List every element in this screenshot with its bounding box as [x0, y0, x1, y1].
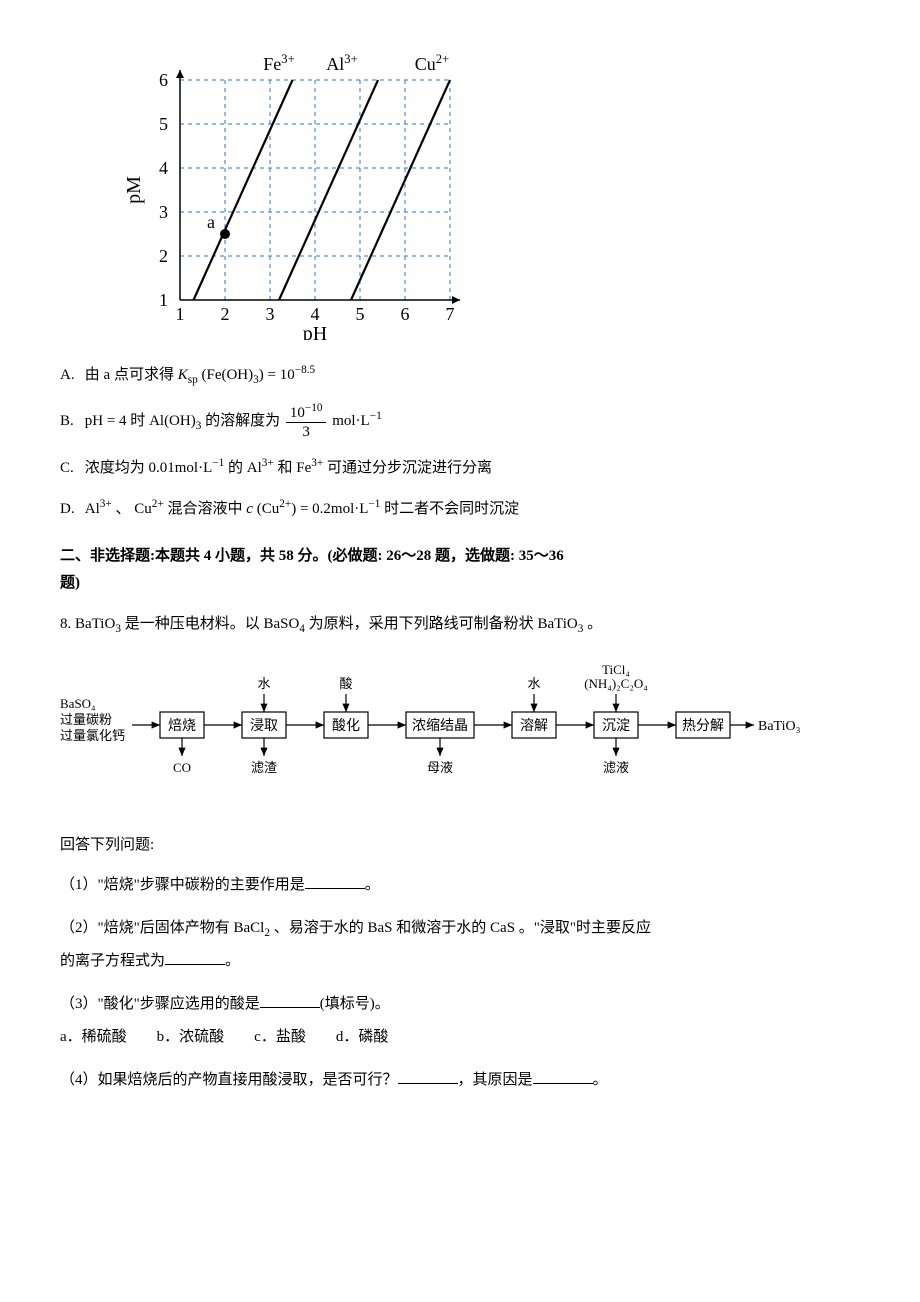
svg-text:pM: pM — [123, 176, 145, 204]
opt-a-text: 由 a 点可求得 Ksp (Fe(OH)3) = 10−8.5 — [85, 367, 315, 383]
svg-text:过量碳粉: 过量碳粉 — [60, 712, 112, 727]
svg-text:沉淀: 沉淀 — [602, 718, 630, 734]
svg-text:过量氯化钙: 过量氯化钙 — [60, 728, 125, 743]
svg-text:Al3+: Al3+ — [326, 52, 357, 74]
opt-d-text: Al3+ 、 Cu2+ 混合溶液中 c (Cu2+) = 0.2mol·L−1 … — [85, 501, 519, 517]
svg-text:4: 4 — [311, 304, 320, 324]
opt-b-text: pH = 4 时 Al(OH)3 的溶解度为 10−10 3 mol·L−1 — [85, 413, 382, 429]
svg-text:滤液: 滤液 — [603, 760, 629, 775]
section-2-title: 二、非选择题:本题共 4 小题，共 58 分。(必做题: 26～28 题，选做题… — [60, 543, 860, 597]
svg-text:6: 6 — [401, 304, 410, 324]
q8-sub-3: （3）"酸化"步骤应选用的酸是(填标号)。 a．稀硫酸 b．浓硫酸 c．盐酸 d… — [60, 988, 860, 1054]
blank — [260, 992, 320, 1008]
svg-text:7: 7 — [446, 304, 455, 324]
svg-text:1: 1 — [159, 290, 168, 310]
svg-text:2: 2 — [221, 304, 230, 324]
blank — [398, 1068, 458, 1084]
q8-3-options: a．稀硫酸 b．浓硫酸 c．盐酸 d．磷酸 — [60, 1029, 388, 1045]
pm-ph-chart: 1 2 3 4 5 6 7 1 2 3 4 5 6 pH pM Fe3+ Al3+ Cu2+ a — [100, 50, 860, 340]
svg-text:浓缩结晶: 浓缩结晶 — [412, 718, 468, 734]
svg-text:BaTiO₃: BaTiO₃ — [758, 719, 800, 734]
q8-sub-1: （1）"焙烧"步骤中碳粉的主要作用是。 — [60, 869, 860, 902]
option-b: B. pH = 4 时 Al(OH)3 的溶解度为 10−10 3 mol·L−… — [60, 402, 860, 441]
flow-svg: BaSO₄过量碳粉过量氯化钙 焙烧 浸取 酸化 浓缩结晶 溶解 沉淀 热分解 BaTiO₃ 水 酸 水… — [60, 654, 800, 804]
svg-text:滤渣: 滤渣 — [251, 760, 277, 775]
svg-text:酸: 酸 — [339, 676, 352, 691]
option-d: D. Al3+ 、 Cu2+ 混合溶液中 c (Cu2+) = 0.2mol·L… — [60, 494, 860, 523]
svg-text:BaSO₄: BaSO₄ — [60, 696, 96, 711]
option-label: D. — [60, 496, 81, 523]
chart-svg: 1 2 3 4 5 6 7 1 2 3 4 5 6 pH pM Fe3+ Al3+ Cu2+ a — [100, 50, 480, 340]
svg-text:浸取: 浸取 — [250, 718, 278, 734]
svg-text:2: 2 — [159, 246, 168, 266]
svg-text:5: 5 — [159, 114, 168, 134]
svg-text:Fe3+: Fe3+ — [263, 52, 294, 74]
svg-text:Cu2+: Cu2+ — [415, 52, 449, 74]
svg-text:溶解: 溶解 — [520, 718, 548, 734]
svg-text:4: 4 — [159, 158, 168, 178]
svg-text:6: 6 — [159, 70, 168, 90]
option-label: A. — [60, 362, 81, 389]
q8-flowchart: BaSO₄过量碳粉过量氯化钙 焙烧 浸取 酸化 浓缩结晶 溶解 沉淀 热分解 BaTiO₃ 水 酸 水… — [60, 654, 860, 814]
svg-text:3: 3 — [159, 202, 168, 222]
svg-text:a: a — [207, 212, 215, 232]
opt-c-text: 浓度均为 0.01mol·L−1 的 Al3+ 和 Fe3+ 可通过分步沉淀进行… — [85, 460, 492, 476]
blank — [165, 949, 225, 965]
blank — [533, 1068, 593, 1084]
option-label: C. — [60, 455, 81, 482]
svg-text:焙烧: 焙烧 — [168, 718, 196, 734]
svg-text:水: 水 — [527, 676, 540, 691]
svg-text:5: 5 — [356, 304, 365, 324]
svg-text:pH: pH — [303, 323, 327, 340]
svg-text:3: 3 — [266, 304, 275, 324]
q8-intro: 8. BaTiO3 是一种压电材料。以 BaSO4 为原料，采用下列路线可制备粉… — [60, 611, 860, 639]
svg-text:热分解: 热分解 — [682, 718, 724, 734]
svg-text:(NH₄)₂C₂O₄: (NH₄)₂C₂O₄ — [584, 676, 648, 691]
svg-text:1: 1 — [176, 304, 185, 324]
svg-text:TiCl₄: TiCl₄ — [602, 662, 630, 677]
svg-text:CO: CO — [173, 760, 191, 775]
svg-text:母液: 母液 — [427, 760, 453, 775]
svg-text:水: 水 — [257, 676, 270, 691]
q8-sub-4: （4）如果焙烧后的产物直接用酸浸取，是否可行？，其原因是。 — [60, 1064, 860, 1097]
q8-answer-prompt: 回答下列问题: — [60, 832, 860, 859]
option-c: C. 浓度均为 0.01mol·L−1 的 Al3+ 和 Fe3+ 可通过分步沉… — [60, 453, 860, 482]
option-a: A. 由 a 点可求得 Ksp (Fe(OH)3) = 10−8.5 — [60, 360, 860, 390]
option-label: B. — [60, 408, 81, 435]
q8-sub-2: （2）"焙烧"后固体产物有 BaCl2 、易溶于水的 BaS 和微溶于水的 Ca… — [60, 912, 860, 979]
blank — [305, 873, 365, 889]
svg-text:酸化: 酸化 — [332, 718, 360, 734]
